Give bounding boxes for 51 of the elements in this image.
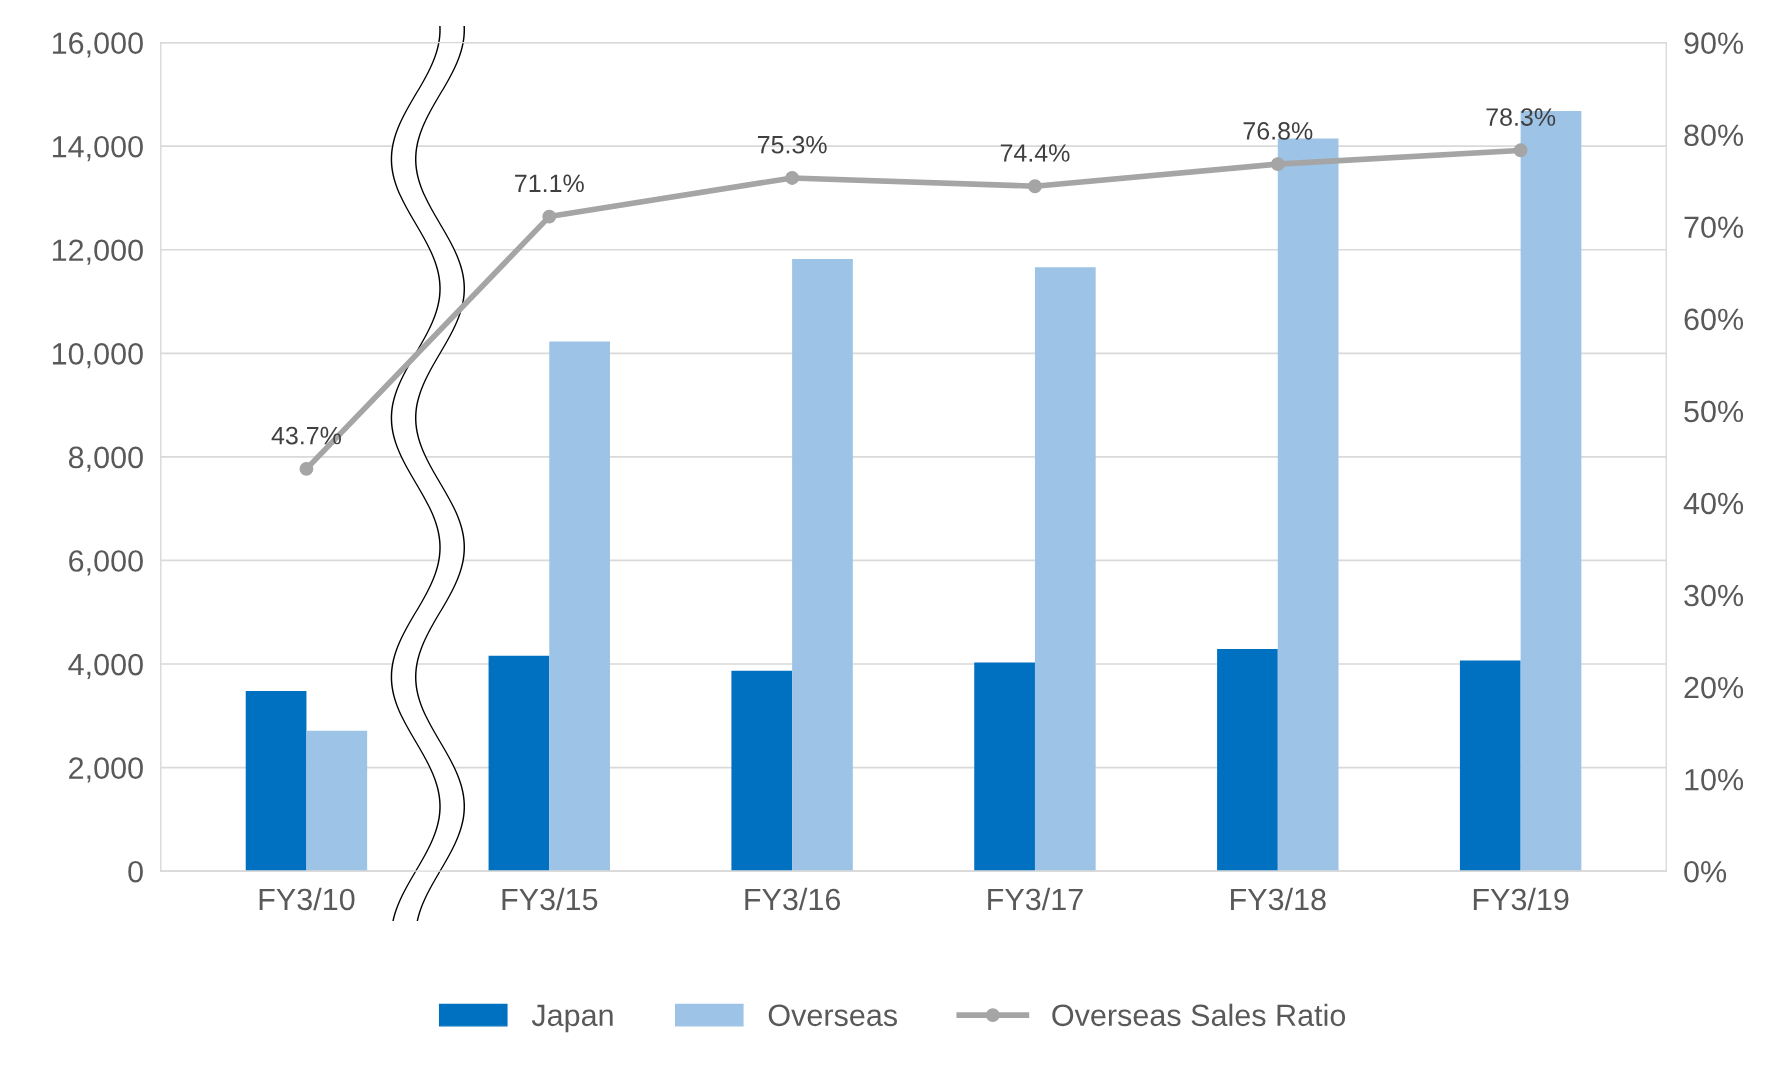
point [1513,143,1528,158]
y-tick-label: 10,000 [52,343,143,369]
y-tick-label: 16,000 [52,32,143,58]
data-label: 74.4% [1000,144,1070,162]
y2-tick-label: 60% [1684,308,1744,331]
y2-tick-label: 10% [1685,768,1744,791]
point [542,209,557,224]
bar [974,662,1035,872]
x-tick-label: FY3/17 [988,887,1083,911]
bar [731,670,793,872]
legend-label: Overseas [768,1004,897,1027]
bar [549,341,610,872]
point [1028,179,1042,194]
data-label: 76.8% [1243,122,1313,140]
bar [1277,138,1339,872]
y-tick-label: 0 [128,860,143,883]
data-label: 78.3% [1486,108,1556,126]
x-tick-label: FY3/15 [502,887,598,911]
y-tick-label: 12,000 [52,239,143,265]
bar [1459,660,1521,872]
data-label: 75.3% [757,135,827,154]
bar [792,259,853,872]
y-tick-label: 2,000 [69,757,143,783]
bar [488,655,550,872]
x-tick-label: FY3/10 [259,887,355,911]
y2-tick-label: 70% [1684,216,1744,239]
y2-tick-label: 0% [1684,860,1727,883]
y-tick-label: 6,000 [69,550,143,576]
bar [245,690,307,872]
y-tick-label: 8,000 [68,446,143,472]
y2-tick-label: 80% [1684,124,1744,147]
y2-tick-label: 90% [1684,32,1744,54]
y2-tick-label: 30% [1684,584,1744,607]
y2-tick-label: 40% [1683,492,1744,515]
y-tick-label: 14,000 [52,135,143,162]
point [785,170,800,185]
legend-label: Overseas Sales Ratio [1052,1003,1346,1027]
y2-tick-label: 20% [1684,676,1744,699]
bar [1217,649,1278,872]
x-tick-label: FY3/18 [1231,887,1326,911]
bar [306,730,368,872]
data-label: 71.1% [515,174,584,193]
x-tick-label: FY3/19 [1473,887,1569,911]
y2-tick-label: 50% [1684,400,1744,423]
point [1270,157,1285,172]
bar [1034,267,1096,872]
x-tick-label: FY3/16 [745,887,841,911]
point [299,461,314,476]
legend-label: Japan [531,1004,613,1033]
data-label: 43.7% [271,426,341,445]
y-tick-label: 4,000 [68,653,143,680]
